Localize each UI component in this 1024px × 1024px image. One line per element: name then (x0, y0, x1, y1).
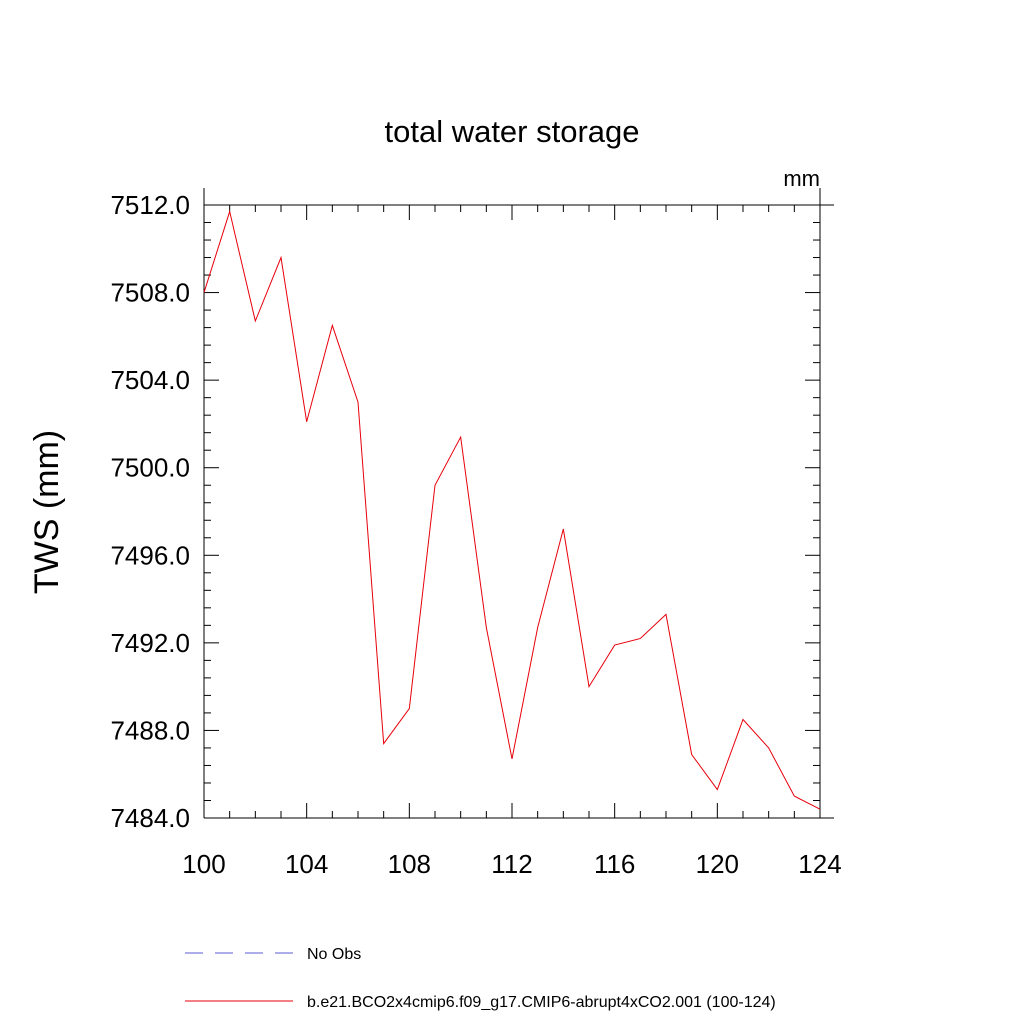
y-tick-label: 7504.0 (110, 365, 190, 395)
y-tick-label: 7500.0 (110, 453, 190, 483)
y-tick-label: 7508.0 (110, 278, 190, 308)
y-tick-label: 7496.0 (110, 540, 190, 570)
y-tick-label: 7512.0 (110, 190, 190, 220)
x-tick-label: 120 (696, 849, 739, 879)
y-tick-label: 7492.0 (110, 628, 190, 658)
x-tick-label: 124 (798, 849, 841, 879)
y-tick-label: 7488.0 (110, 715, 190, 745)
chart-title: total water storage (384, 114, 639, 149)
x-tick-label: 108 (388, 849, 431, 879)
x-tick-label: 100 (182, 849, 225, 879)
units-label: mm (783, 166, 820, 191)
x-tick-label: 116 (594, 849, 635, 879)
series-line-0 (203, 209, 821, 810)
legend: No Obs b.e21.BCO2x4cmip6.f09_g17.CMIP6-ab… (185, 946, 776, 1011)
legend-label-0: No Obs (307, 946, 361, 963)
axes: 100 104 108 112 116 120 124 7484.0 7488.0 7492.0 7… (110, 188, 842, 879)
x-tick-label: 104 (285, 849, 328, 879)
y-axis-label: TWS (mm) (28, 430, 66, 594)
x-tick-label: 112 (491, 849, 532, 879)
y-tick-label: 7484.0 (110, 803, 190, 833)
legend-label-1: b.e21.BCO2x4cmip6.f09_g17.CMIP6-abrupt4x… (307, 994, 776, 1011)
series-layer (203, 209, 821, 810)
